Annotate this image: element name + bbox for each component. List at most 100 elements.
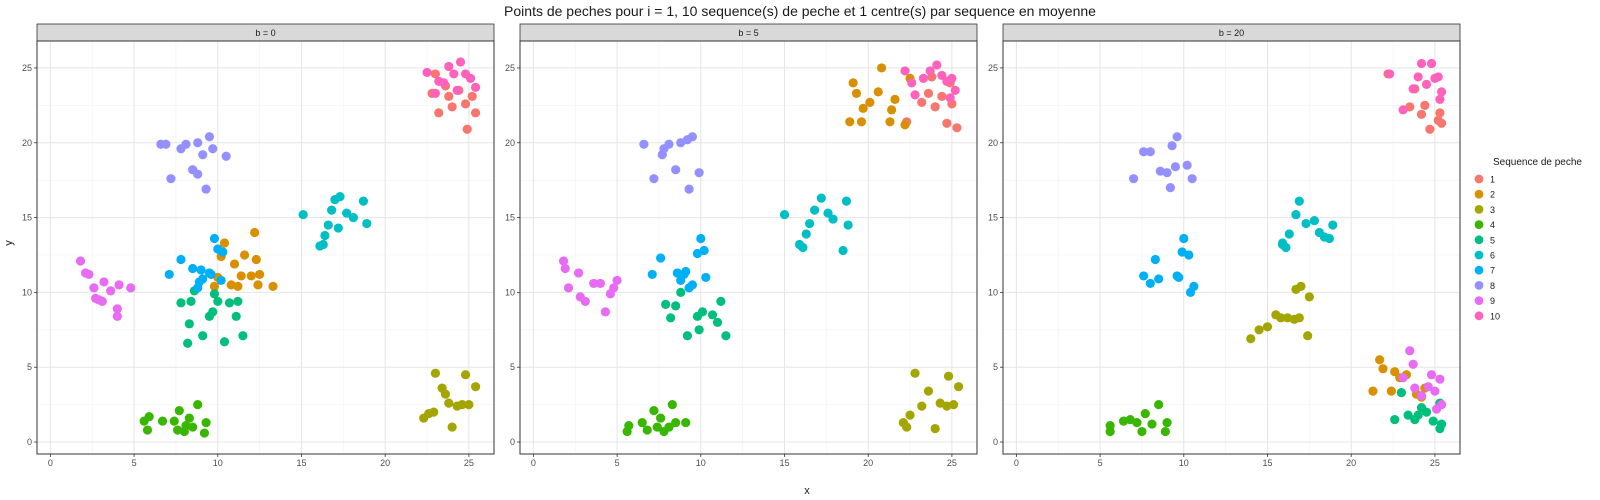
data-point (462, 124, 472, 134)
data-point (937, 91, 947, 101)
data-point (676, 275, 686, 286)
data-point (694, 325, 704, 335)
data-point (1435, 108, 1445, 118)
data-point (1426, 58, 1437, 69)
data-point (843, 220, 853, 230)
data-point (656, 253, 666, 263)
data-point (208, 307, 218, 317)
x-tick-label: 20 (1346, 458, 1356, 468)
data-point (1160, 426, 1170, 437)
x-tick-label: 5 (132, 458, 137, 468)
data-point (851, 88, 862, 98)
facet-strip-label: b = 20 (1219, 28, 1244, 38)
data-point (320, 230, 330, 241)
data-point (1378, 364, 1388, 374)
data-point (712, 317, 723, 327)
data-point (943, 371, 954, 381)
data-point (1291, 209, 1301, 220)
data-point (1405, 346, 1415, 356)
data-point (876, 63, 887, 73)
y-tick-label: 15 (505, 213, 515, 223)
data-point (1421, 407, 1432, 417)
legend-title: Sequence de peche (1493, 157, 1582, 168)
data-point (1147, 419, 1157, 429)
data-point (1398, 373, 1408, 383)
legend-label: 9 (1490, 296, 1495, 306)
data-point (1390, 414, 1400, 425)
data-point (99, 277, 109, 287)
data-point (1421, 79, 1432, 89)
legend-label: 4 (1490, 220, 1495, 230)
data-point (106, 286, 116, 296)
plot-background (1003, 41, 1460, 454)
data-point (164, 269, 174, 280)
data-point (622, 426, 632, 437)
data-point (930, 423, 940, 434)
data-point (422, 67, 432, 78)
data-point (612, 275, 622, 286)
legend: Sequence de peche 1 2 3 4 5 6 7 8 9 10 (1474, 157, 1582, 321)
data-point (721, 331, 731, 341)
data-point (348, 212, 358, 223)
data-point (75, 256, 86, 266)
data-point (430, 88, 441, 98)
data-point (671, 417, 681, 428)
data-point (181, 139, 191, 149)
data-point (805, 218, 815, 229)
y-tick-label: 5 (27, 362, 32, 372)
facet-panel: b = 0 0 5 10 15 20 25 0 5 10 15 20 25 (22, 23, 495, 468)
data-point (114, 280, 124, 290)
data-point (196, 265, 206, 275)
data-point (910, 90, 920, 100)
data-point (1277, 239, 1288, 250)
legend-label: 3 (1490, 205, 1495, 215)
legend-label: 10 (1490, 311, 1500, 321)
data-point (589, 278, 599, 289)
data-point (183, 338, 193, 348)
data-point (848, 78, 858, 88)
data-point (1276, 313, 1286, 323)
data-point (216, 275, 226, 286)
data-point (1187, 174, 1197, 184)
data-point (1170, 162, 1181, 172)
data-point (251, 254, 261, 265)
data-point (447, 422, 457, 432)
data-point (198, 331, 208, 341)
panel-border (519, 40, 978, 455)
data-point (198, 150, 208, 160)
data-point (1182, 160, 1192, 170)
data-point (845, 117, 855, 127)
y-tick-label: 10 (505, 287, 515, 297)
data-point (239, 250, 250, 260)
data-point (218, 247, 228, 257)
data-point (1413, 410, 1423, 420)
data-point (236, 271, 246, 281)
data-point (229, 259, 240, 269)
data-point (213, 296, 223, 306)
data-point (560, 263, 570, 274)
data-point (94, 295, 104, 305)
data-point (902, 422, 912, 432)
data-point (865, 97, 875, 107)
data-point (1174, 272, 1184, 283)
data-point (1139, 147, 1149, 157)
data-point (1167, 141, 1177, 151)
data-point (779, 209, 790, 220)
data-point (671, 165, 681, 175)
data-point (1296, 281, 1306, 292)
data-point (318, 239, 328, 250)
data-point (447, 102, 457, 112)
data-point (444, 61, 454, 72)
data-point (649, 174, 659, 184)
data-point (1413, 72, 1423, 82)
x-tick-label: 15 (779, 458, 789, 468)
data-point (707, 310, 718, 320)
data-point (885, 117, 895, 127)
data-point (1179, 233, 1189, 244)
data-point (953, 382, 964, 392)
y-tick-label: 10 (988, 287, 998, 297)
y-tick-label: 0 (510, 437, 515, 447)
data-point (947, 73, 957, 84)
data-point (1165, 183, 1175, 193)
data-point (950, 85, 960, 95)
